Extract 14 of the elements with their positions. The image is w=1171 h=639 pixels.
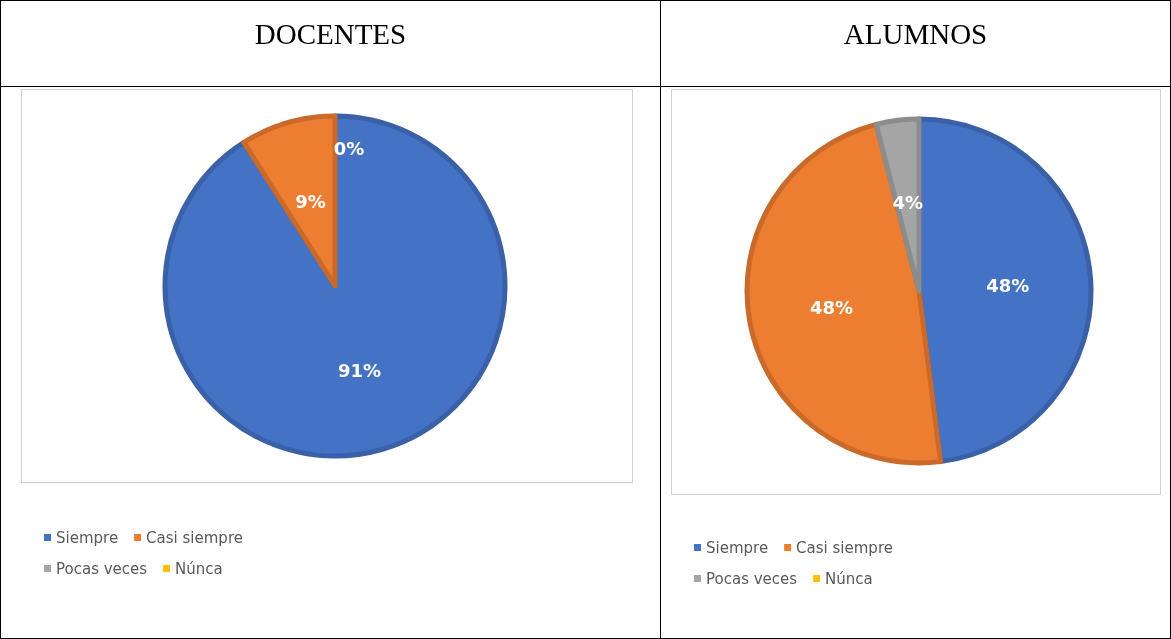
data-label: 48% xyxy=(810,297,854,319)
legend-label: Siempre xyxy=(706,538,769,557)
legend-label: Casi siempre xyxy=(796,538,893,557)
legend-label: Pocas veces xyxy=(56,559,148,578)
legend-label: Siempre xyxy=(56,528,119,547)
chart-title: DOCENTES xyxy=(1,1,660,87)
legend-label: Núnca xyxy=(175,559,223,578)
data-label: 9% xyxy=(295,190,326,212)
data-label: 91% xyxy=(338,360,382,382)
chart-title: ALUMNOS xyxy=(661,1,1170,87)
legend-label: Pocas veces xyxy=(706,569,798,588)
legend-label: Núnca xyxy=(825,569,873,588)
data-label: 48% xyxy=(986,274,1030,296)
legend-label: Casi siempre xyxy=(146,528,243,547)
